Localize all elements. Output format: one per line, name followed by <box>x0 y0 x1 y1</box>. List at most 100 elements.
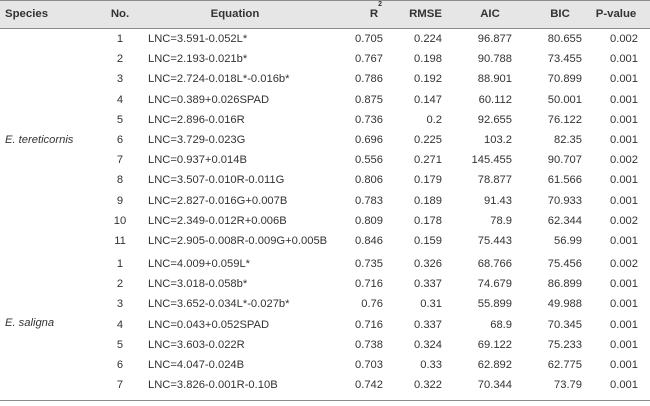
cell-eq: LNC=2.827-0.016G+0.007B <box>148 194 288 207</box>
cell-rmse: 0.337 <box>414 278 442 291</box>
cell-aic: 103.2 <box>484 134 512 146</box>
cell-no: 2 <box>116 53 124 66</box>
bottom-rule <box>0 400 650 401</box>
cell-p: 0.001 <box>610 194 638 207</box>
header-r2-label: R <box>369 8 379 20</box>
cell-aic: 78.9 <box>490 214 512 227</box>
cell-rmse: 0.337 <box>414 318 442 331</box>
cell-rmse: 0.159 <box>414 235 442 247</box>
cell-aic: 91.43 <box>484 194 512 207</box>
cell-bic: 70.345 <box>547 318 582 331</box>
cell-aic: 70.344 <box>477 379 512 392</box>
cell-p: 0.001 <box>610 113 638 126</box>
cell-no: 2 <box>116 278 124 291</box>
cell-eq: LNC=2.896-0.016R <box>148 113 245 126</box>
cell-rmse: 0.198 <box>414 53 442 66</box>
cell-bic: 49.988 <box>547 298 582 311</box>
cell-aic: 68.9 <box>490 318 512 331</box>
cell-bic: 76.122 <box>547 113 582 126</box>
cell-r2: 0.875 <box>355 93 383 106</box>
cell-p: 0.002 <box>610 154 638 167</box>
cell-eq: LNC=3.603-0.022R <box>148 338 245 351</box>
cell-rmse: 0.33 <box>420 359 442 371</box>
cell-r2: 0.783 <box>355 194 383 207</box>
cell-no: 10 <box>113 214 127 227</box>
cell-r2: 0.809 <box>355 214 383 227</box>
cell-eq: LNC=3.018-0.058b* <box>148 278 248 291</box>
cell-r2: 0.786 <box>355 73 383 86</box>
cell-p: 0.001 <box>610 174 638 187</box>
cell-no: 7 <box>116 154 124 167</box>
header-no: No. <box>110 8 130 20</box>
header-equation: Equation <box>210 8 260 20</box>
header-r2: R2 <box>352 0 382 28</box>
cell-r2: 0.705 <box>355 33 383 45</box>
cell-bic: 75.456 <box>547 258 582 270</box>
cell-r2: 0.738 <box>355 338 383 351</box>
cell-eq: LNC=4.047-0.024B <box>148 359 245 371</box>
cell-bic: 82.35 <box>554 134 582 146</box>
cell-aic: 92.655 <box>477 113 512 126</box>
cell-eq: LNC=0.043+0.052SPAD <box>148 318 270 331</box>
cell-no: 6 <box>116 359 124 371</box>
cell-rmse: 0.322 <box>414 379 442 392</box>
header-r2-superscript: 2 <box>378 1 382 8</box>
cell-no: 9 <box>116 194 124 207</box>
cell-no: 3 <box>116 298 124 311</box>
cell-p: 0.002 <box>610 258 638 270</box>
cell-bic: 70.933 <box>547 194 582 207</box>
cell-p: 0.001 <box>610 73 638 86</box>
header-bic: BIC <box>550 8 570 20</box>
cell-r2: 0.76 <box>361 298 383 311</box>
cell-aic: 145.455 <box>471 154 512 167</box>
cell-p: 0.001 <box>610 379 638 392</box>
cell-no: 6 <box>116 134 124 146</box>
cell-rmse: 0.326 <box>414 258 442 270</box>
cell-p: 0.001 <box>610 93 638 106</box>
cell-bic: 73.455 <box>547 53 582 66</box>
cell-eq: LNC=2.349-0.012R+0.006B <box>148 214 287 227</box>
cell-no: 11 <box>114 235 126 247</box>
cell-r2: 0.696 <box>355 134 383 146</box>
cell-aic: 96.877 <box>477 33 512 45</box>
cell-aic: 60.112 <box>478 93 512 106</box>
cell-p: 0.002 <box>610 33 638 45</box>
cell-no: 1 <box>116 258 124 270</box>
species-label: E. tereticornis <box>5 134 74 146</box>
cell-eq: LNC=0.937+0.014B <box>148 154 247 167</box>
cell-eq: LNC=0.389+0.026SPAD <box>148 93 270 106</box>
species-label: E. saligna <box>5 316 55 329</box>
cell-no: 8 <box>116 174 124 187</box>
cell-aic: 74.679 <box>477 278 512 291</box>
cell-aic: 55.899 <box>477 298 512 311</box>
cell-rmse: 0.189 <box>414 194 442 207</box>
cell-no: 1 <box>116 33 124 45</box>
cell-r2: 0.716 <box>355 278 383 291</box>
cell-rmse: 0.179 <box>414 174 442 187</box>
cell-aic: 90.788 <box>477 53 512 66</box>
cell-bic: 73.79 <box>554 379 582 392</box>
cell-p: 0.001 <box>610 53 638 66</box>
cell-rmse: 0.192 <box>414 73 442 86</box>
cell-no: 7 <box>116 379 124 392</box>
cell-rmse: 0.147 <box>414 93 442 106</box>
cell-bic: 62.344 <box>547 214 582 227</box>
cell-no: 4 <box>116 318 124 331</box>
cell-p: 0.001 <box>610 278 638 291</box>
cell-rmse: 0.324 <box>414 338 442 351</box>
cell-aic: 88.901 <box>477 73 512 86</box>
header-species: Species <box>5 8 49 20</box>
cell-r2: 0.716 <box>355 318 383 331</box>
cell-no: 5 <box>116 338 124 351</box>
cell-r2: 0.742 <box>355 379 383 392</box>
cell-p: 0.001 <box>610 235 638 247</box>
cell-no: 4 <box>116 93 124 106</box>
cell-rmse: 0.225 <box>414 134 442 146</box>
cell-eq: LNC=4.009+0.059L* <box>148 258 251 270</box>
top-rule <box>0 0 650 1</box>
cell-rmse: 0.271 <box>414 154 442 167</box>
cell-eq: LNC=3.729-0.023G <box>148 134 246 146</box>
header-aic: AIC <box>480 8 500 20</box>
cell-eq: LNC=3.507-0.010R-0.011G <box>148 174 285 187</box>
